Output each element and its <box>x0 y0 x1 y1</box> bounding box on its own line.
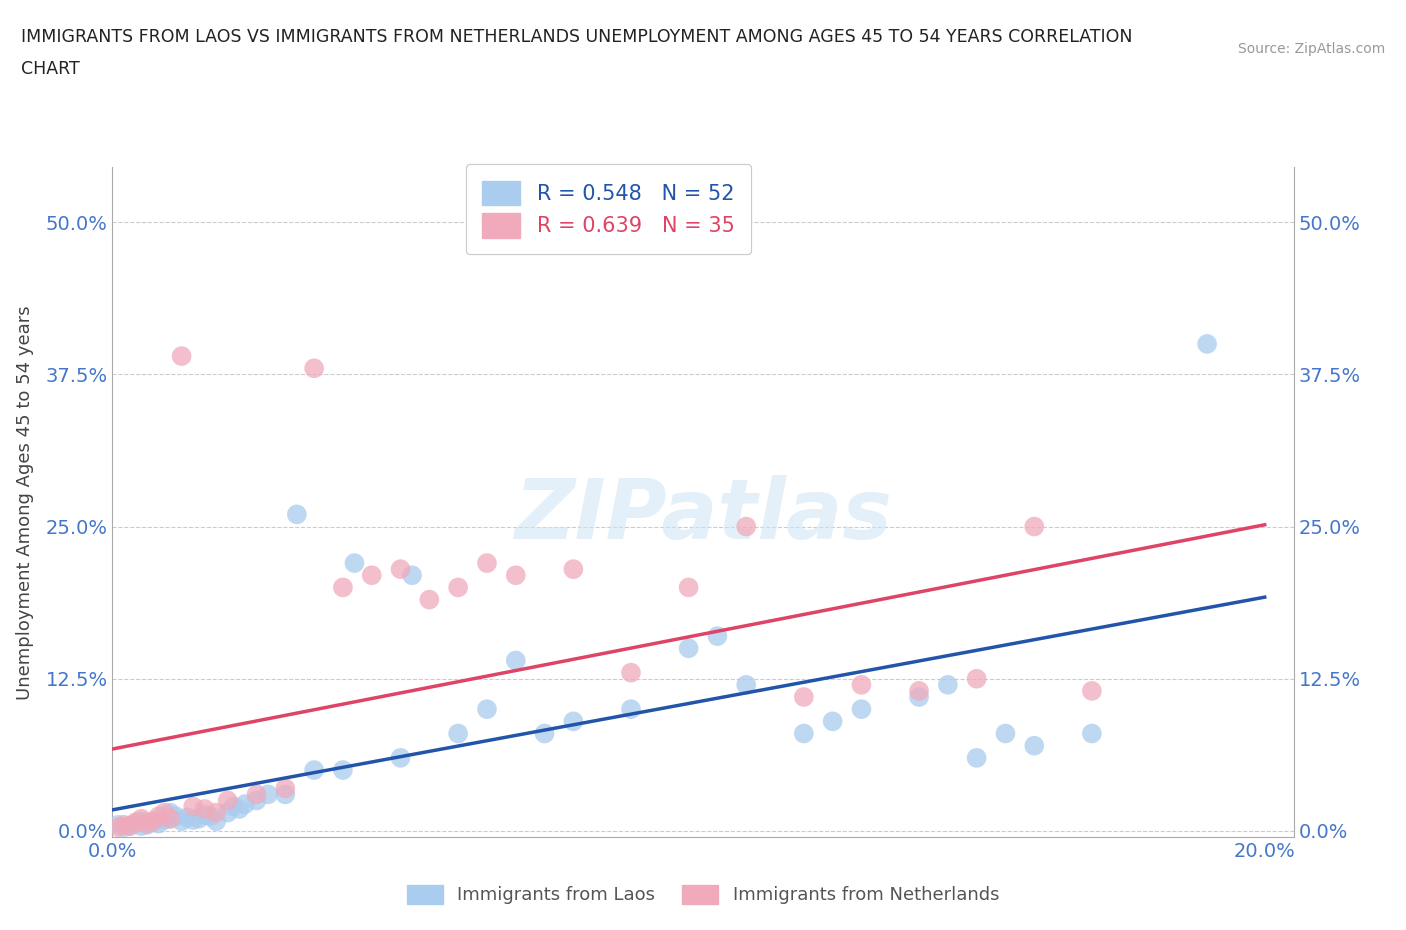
Point <box>165 809 187 824</box>
Point <box>475 702 498 717</box>
Y-axis label: Unemployment Among Ages 45 to 54 years: Unemployment Among Ages 45 to 54 years <box>17 305 34 699</box>
Point <box>107 820 129 835</box>
Point <box>205 805 228 820</box>
Text: ZIPatlas: ZIPatlas <box>515 475 891 556</box>
Point <box>217 805 239 820</box>
Point <box>200 809 222 824</box>
Point <box>908 689 931 704</box>
Point <box>1081 726 1104 741</box>
Text: IMMIGRANTS FROM LAOS VS IMMIGRANTS FROM NETHERLANDS UNEMPLOYMENT AMONG AGES 45 T: IMMIGRANTS FROM LAOS VS IMMIGRANTS FROM … <box>21 28 1133 46</box>
Point <box>205 814 228 829</box>
Point <box>194 807 217 822</box>
Point <box>245 793 267 808</box>
Point <box>112 817 135 832</box>
Point <box>793 689 815 704</box>
Point <box>505 653 527 668</box>
Point <box>994 726 1017 741</box>
Point <box>360 568 382 583</box>
Point <box>966 751 988 765</box>
Point <box>153 813 176 828</box>
Text: CHART: CHART <box>21 60 80 78</box>
Point <box>118 818 141 833</box>
Point <box>332 580 354 595</box>
Point <box>136 817 159 832</box>
Point <box>678 580 700 595</box>
Point <box>187 811 209 826</box>
Legend: R = 0.548   N = 52, R = 0.639   N = 35: R = 0.548 N = 52, R = 0.639 N = 35 <box>465 165 751 254</box>
Point <box>793 726 815 741</box>
Point <box>181 813 204 828</box>
Point <box>706 629 728 644</box>
Point <box>159 811 181 826</box>
Point <box>418 592 440 607</box>
Point <box>475 555 498 570</box>
Point <box>142 815 165 830</box>
Point <box>222 799 245 814</box>
Point <box>1081 684 1104 698</box>
Point <box>129 814 152 829</box>
Point <box>136 817 159 831</box>
Point <box>124 817 146 831</box>
Point <box>170 814 193 829</box>
Point <box>274 781 297 796</box>
Point <box>112 820 135 835</box>
Text: Source: ZipAtlas.com: Source: ZipAtlas.com <box>1237 42 1385 56</box>
Point <box>821 714 844 729</box>
Point <box>124 815 146 830</box>
Point <box>1024 519 1046 534</box>
Point <box>1024 738 1046 753</box>
Point <box>159 805 181 820</box>
Legend: Immigrants from Laos, Immigrants from Netherlands: Immigrants from Laos, Immigrants from Ne… <box>399 878 1007 911</box>
Point <box>153 805 176 820</box>
Point <box>908 684 931 698</box>
Point <box>562 562 585 577</box>
Point <box>735 519 758 534</box>
Point <box>1197 337 1219 352</box>
Point <box>148 809 170 824</box>
Point <box>851 702 873 717</box>
Point <box>142 814 165 829</box>
Point <box>533 726 555 741</box>
Point <box>389 562 412 577</box>
Point <box>228 802 250 817</box>
Point <box>148 817 170 831</box>
Point <box>678 641 700 656</box>
Point <box>274 787 297 802</box>
Point <box>257 787 280 802</box>
Point <box>129 811 152 826</box>
Point <box>505 568 527 583</box>
Point <box>401 568 423 583</box>
Point <box>159 811 181 826</box>
Point <box>176 810 198 825</box>
Point <box>217 793 239 808</box>
Point <box>332 763 354 777</box>
Point <box>936 677 959 692</box>
Point <box>194 802 217 817</box>
Point <box>389 751 412 765</box>
Point <box>447 726 470 741</box>
Point <box>107 817 129 832</box>
Point <box>233 797 256 812</box>
Point <box>447 580 470 595</box>
Point <box>343 555 366 570</box>
Point <box>966 671 988 686</box>
Point <box>170 349 193 364</box>
Point <box>302 763 325 777</box>
Point <box>181 799 204 814</box>
Point <box>302 361 325 376</box>
Point <box>562 714 585 729</box>
Point <box>129 818 152 833</box>
Point <box>735 677 758 692</box>
Point <box>620 702 643 717</box>
Point <box>118 818 141 833</box>
Point <box>620 665 643 680</box>
Point <box>851 677 873 692</box>
Point <box>285 507 308 522</box>
Point <box>245 787 267 802</box>
